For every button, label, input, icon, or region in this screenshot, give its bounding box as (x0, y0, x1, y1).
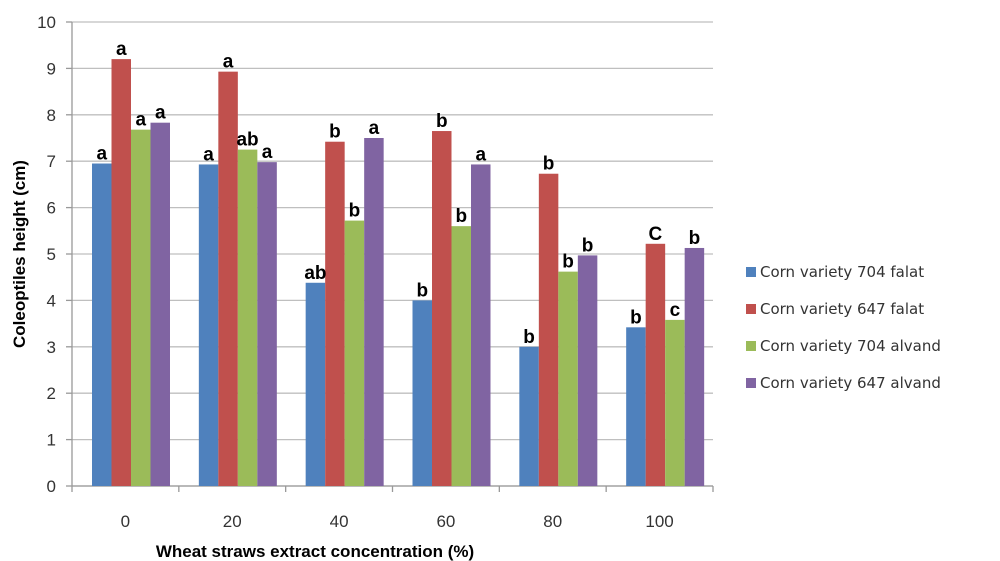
legend-swatch (746, 267, 756, 277)
bar (237, 149, 258, 486)
bar-significance-letter: b (416, 280, 428, 301)
bar (412, 300, 432, 486)
y-tick-label: 7 (47, 152, 56, 171)
bar (538, 173, 559, 486)
axes (66, 21, 714, 492)
bar-significance-letter: ab (304, 263, 326, 284)
bar (665, 319, 685, 486)
legend-label: Corn variety 647 alvand (760, 374, 941, 392)
bar-significance-letter: b (349, 201, 361, 222)
bar (305, 282, 326, 486)
bar-significance-letter: b (543, 154, 555, 175)
y-tick-label: 8 (47, 106, 56, 125)
y-tick-label: 10 (37, 13, 56, 32)
x-tick-label: 20 (223, 512, 242, 531)
bar-significance-letter: a (96, 144, 107, 165)
bar (150, 122, 170, 487)
bar-significance-letter: a (155, 103, 166, 124)
bar-significance-letter: C (649, 224, 663, 245)
bar-significance-letter: a (203, 144, 214, 165)
bar-significance-letter: c (670, 300, 681, 321)
bar (344, 220, 365, 487)
bar (471, 164, 491, 486)
bar (325, 141, 345, 486)
bar-significance-letter: b (630, 307, 642, 328)
bar (364, 138, 384, 486)
legend-label: Corn variety 704 falat (760, 263, 924, 281)
legend-label: Corn variety 704 alvand (760, 337, 941, 355)
bar-significance-letter: a (475, 144, 486, 165)
x-tick-label: 100 (645, 512, 673, 531)
bar (432, 131, 452, 487)
x-tick-label: 80 (543, 512, 562, 531)
bars (92, 59, 705, 487)
bar-significance-letter: a (135, 110, 146, 131)
bar-significance-letter: b (689, 228, 701, 249)
gridlines (72, 21, 713, 487)
bar (92, 163, 112, 486)
x-tick-label: 40 (330, 512, 349, 531)
bar-significance-letter: a (262, 142, 273, 163)
y-tick-label: 4 (47, 291, 56, 310)
y-tick-label: 6 (47, 199, 56, 218)
legend-label: Corn variety 647 falat (760, 300, 924, 318)
y-tick-label: 0 (47, 477, 56, 496)
bar (577, 255, 598, 486)
bar (198, 164, 219, 486)
y-tick-label: 9 (47, 59, 56, 78)
bar (558, 271, 578, 486)
legend-swatch (746, 341, 756, 351)
y-axis-title: Coleoptiles height (cm) (10, 160, 29, 348)
bar-significance-letter: b (523, 327, 535, 348)
legend: Corn variety 704 falat Corn variety 647 f… (746, 263, 941, 392)
bar-significance-letter: a (223, 52, 234, 73)
bar-significance-letter: b (582, 235, 594, 256)
bar (519, 346, 539, 486)
bar (451, 226, 471, 486)
bar-significance-letter: a (369, 118, 380, 139)
bar (131, 129, 151, 486)
bar (218, 71, 238, 486)
bar-significance-letter: b (329, 122, 341, 143)
y-tick-label: 1 (47, 431, 56, 450)
y-tick-label: 3 (47, 338, 56, 357)
bar-significance-letter: ab (236, 130, 258, 151)
bar (111, 59, 131, 487)
bar (645, 243, 666, 486)
x-tick-label: 0 (121, 512, 130, 531)
legend-swatch (746, 304, 756, 314)
x-tick-label: 60 (436, 512, 455, 531)
y-tick-label: 5 (47, 245, 56, 264)
bar-significance-letter: b (455, 206, 467, 227)
x-axis-title: Wheat straws extract concentration (%) (156, 542, 474, 561)
bar-significance-letter: a (116, 39, 127, 60)
bar (257, 162, 277, 487)
bar-significance-letter: b (436, 111, 448, 132)
y-tick-label: 2 (47, 384, 56, 403)
legend-swatch (746, 378, 756, 388)
bar-significance-letter: b (562, 252, 574, 273)
bar (626, 327, 646, 486)
bar (684, 247, 705, 486)
